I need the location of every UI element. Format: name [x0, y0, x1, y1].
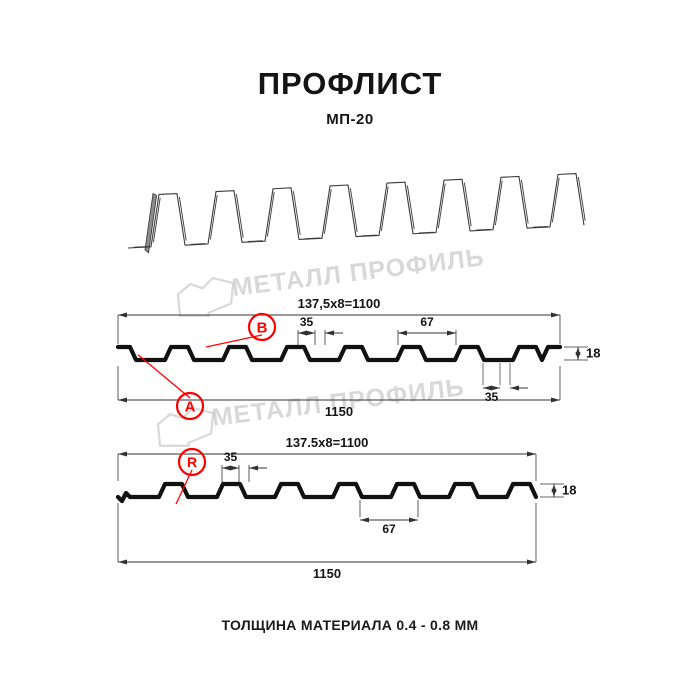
- svg-text:1150: 1150: [313, 566, 341, 581]
- svg-text:1150: 1150: [325, 404, 353, 419]
- svg-text:137,5х8=1100: 137,5х8=1100: [298, 296, 381, 311]
- svg-text:МЕТАЛЛ ПРОФИЛЬ: МЕТАЛЛ ПРОФИЛЬ: [210, 373, 466, 432]
- svg-text:35: 35: [224, 450, 238, 464]
- svg-text:B: B: [257, 319, 268, 336]
- svg-text:18: 18: [562, 483, 576, 498]
- svg-text:МЕТАЛЛ ПРОФИЛЬ: МЕТАЛЛ ПРОФИЛЬ: [230, 243, 486, 302]
- svg-text:35: 35: [485, 390, 499, 404]
- svg-text:67: 67: [420, 315, 434, 329]
- svg-text:R: R: [187, 454, 197, 470]
- svg-text:137.5х8=1100: 137.5х8=1100: [286, 435, 369, 450]
- svg-text:A: A: [185, 398, 196, 415]
- svg-text:18: 18: [586, 346, 600, 361]
- svg-text:35: 35: [300, 315, 314, 329]
- svg-text:67: 67: [382, 522, 396, 536]
